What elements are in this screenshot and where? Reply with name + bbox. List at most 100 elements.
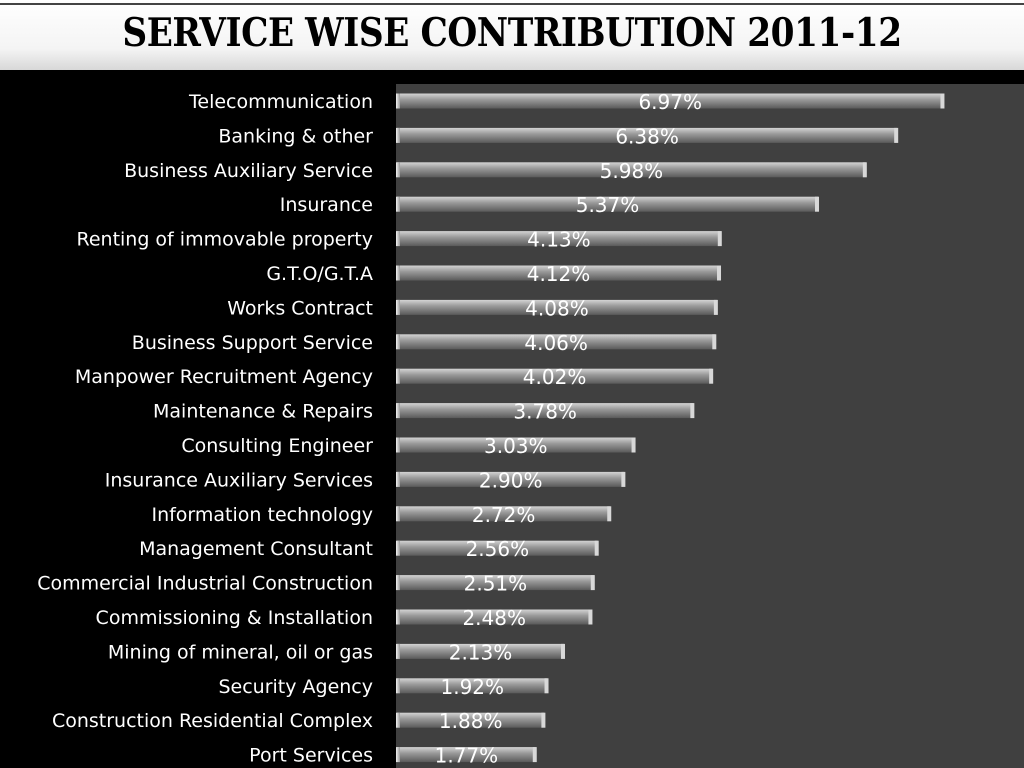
category-label: Business Auxiliary Service: [124, 160, 373, 182]
bar-left-cap: [396, 678, 400, 694]
data-label: 1.77%: [435, 744, 499, 768]
bar: [397, 609, 592, 625]
bar-left-cap: [396, 368, 400, 384]
category-label: Port Services: [249, 745, 373, 767]
bar-left-cap: [396, 93, 400, 109]
bar-left-cap: [396, 231, 400, 247]
bar-left-cap: [396, 506, 400, 522]
category-label: Commercial Industrial Construction: [37, 573, 373, 595]
bar-left-cap: [396, 540, 400, 556]
bar-chart: Telecommunication Banking & other Business…: [37, 84, 1024, 768]
bar-right-cap: [594, 540, 599, 556]
bar-left-cap: [396, 334, 400, 350]
bar-left-cap: [396, 299, 400, 315]
bar: [397, 334, 716, 350]
bar-right-cap: [940, 93, 945, 109]
data-label: 6.38%: [615, 124, 679, 148]
bar-left-cap: [396, 265, 400, 281]
data-label: 4.02%: [523, 365, 587, 389]
data-label: 2.13%: [449, 640, 513, 664]
value-labels: 6.97% 6.38% 5.98% 5.37% 4.13% 4.12% 4.08% 4.06%…: [435, 90, 702, 768]
bar-right-cap: [713, 299, 718, 315]
bar: [397, 747, 536, 763]
bar-right-cap: [532, 747, 537, 763]
category-label: Banking & other: [218, 125, 373, 147]
bar-right-cap: [590, 575, 595, 591]
bar: [397, 93, 944, 109]
data-label: 4.12%: [527, 262, 591, 286]
data-label: 2.51%: [464, 572, 528, 596]
bar: [397, 540, 598, 556]
bars-group: [396, 93, 945, 763]
data-label: 3.03%: [484, 434, 548, 458]
bar-right-cap: [631, 437, 636, 453]
category-label: Mining of mineral, oil or gas: [108, 641, 373, 663]
bar-right-cap: [717, 265, 722, 281]
bar-left-cap: [396, 127, 400, 143]
category-labels: Telecommunication Banking & other Business…: [37, 91, 373, 767]
data-label: 1.88%: [439, 709, 503, 733]
plot-area: [396, 84, 1024, 768]
bar-right-cap: [815, 196, 820, 212]
category-label: Security Agency: [218, 676, 373, 698]
bar-left-cap: [396, 609, 400, 625]
bar-left-cap: [396, 575, 400, 591]
bar-left-cap: [396, 712, 400, 728]
category-label: Manpower Recruitment Agency: [75, 366, 373, 388]
bar: [397, 471, 625, 487]
category-label: Business Support Service: [132, 332, 373, 354]
bar-left-cap: [396, 162, 400, 178]
category-label: Consulting Engineer: [181, 435, 373, 457]
bar: [397, 196, 819, 212]
bar: [397, 162, 866, 178]
title-band: SERVICE WISE CONTRIBUTION 2011-12: [0, 0, 1024, 70]
chart-title: SERVICE WISE CONTRIBUTION 2011-12: [122, 10, 902, 56]
bar-right-cap: [712, 334, 717, 350]
data-label: 5.37%: [576, 193, 640, 217]
category-label: G.T.O/G.T.A: [266, 263, 373, 285]
category-label: Information technology: [151, 504, 373, 526]
data-label: 2.90%: [479, 468, 543, 492]
bar: [397, 127, 898, 143]
data-label: 4.08%: [525, 296, 589, 320]
bar: [397, 265, 721, 281]
bar: [397, 231, 721, 247]
data-label: 4.13%: [527, 228, 591, 252]
bar-left-cap: [396, 471, 400, 487]
data-label: 4.06%: [524, 331, 588, 355]
bar-right-cap: [709, 368, 714, 384]
bar-left-cap: [396, 643, 400, 659]
bar-right-cap: [621, 471, 626, 487]
bar-right-cap: [541, 712, 546, 728]
category-label: Maintenance & Repairs: [153, 401, 373, 423]
bar: [397, 368, 713, 384]
bar: [397, 437, 635, 453]
data-label: 5.98%: [600, 159, 664, 183]
category-label: Insurance Auxiliary Services: [105, 469, 373, 491]
bar: [397, 678, 548, 694]
category-label: Insurance: [280, 194, 373, 216]
bar-left-cap: [396, 403, 400, 419]
bar-right-cap: [607, 506, 612, 522]
bar: [397, 712, 545, 728]
data-label: 2.56%: [466, 537, 530, 561]
category-label: Commissioning & Installation: [96, 607, 373, 629]
bar: [397, 575, 594, 591]
category-label: Works Contract: [227, 297, 373, 319]
bar-left-cap: [396, 747, 400, 763]
category-label: Renting of immovable property: [76, 229, 373, 251]
bar-right-cap: [690, 403, 695, 419]
bar-right-cap: [717, 231, 722, 247]
bar-left-cap: [396, 437, 400, 453]
bar-right-cap: [862, 162, 867, 178]
data-label: 6.97%: [638, 90, 702, 114]
bar: [397, 643, 564, 659]
bar-right-cap: [560, 643, 565, 659]
data-label: 1.92%: [440, 675, 504, 699]
category-label: Telecommunication: [188, 91, 373, 113]
bar: [397, 506, 611, 522]
data-label: 2.48%: [462, 606, 526, 630]
bar: [397, 299, 717, 315]
category-label: Construction Residential Complex: [52, 710, 373, 732]
